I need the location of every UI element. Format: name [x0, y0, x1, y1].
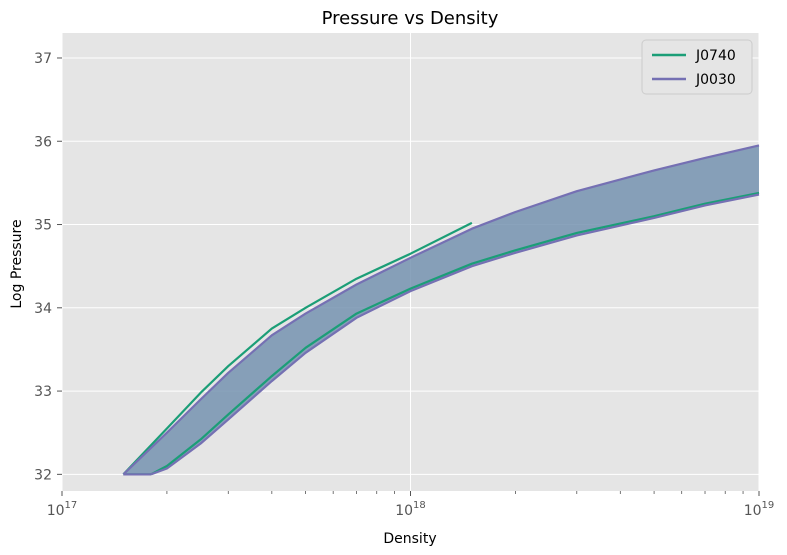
y-tick-label: 36	[34, 134, 52, 150]
x-axis-label: Density	[383, 531, 436, 547]
y-tick-label: 32	[34, 467, 52, 483]
y-tick-label: 35	[34, 218, 52, 234]
x-ticks: 1017 1018 1019	[47, 491, 775, 519]
y-ticks: 32 33 34 35 36 37	[34, 51, 62, 483]
legend-box	[641, 39, 753, 95]
grid	[61, 33, 760, 491]
y-tick-label: 34	[34, 301, 52, 317]
x-tick-label: 1019	[744, 500, 775, 519]
series-lines	[122, 144, 760, 476]
series-line-j0740-lower	[150, 191, 760, 476]
legend: J0740 J0030	[641, 39, 753, 95]
y-tick-label: 37	[34, 51, 52, 67]
series-line-j0030-lower	[150, 193, 760, 476]
legend-label-j0740: J0740	[695, 48, 736, 64]
series-line-j0030-upper	[122, 144, 760, 476]
x-tick-label: 1017	[47, 500, 78, 519]
series-line-j0740-upper	[122, 221, 473, 476]
x-tick-label: 1018	[395, 500, 426, 519]
legend-label-j0030: J0030	[695, 72, 736, 88]
chart-title: Pressure vs Density	[322, 8, 499, 29]
y-axis-label: Log Pressure	[9, 219, 25, 308]
y-tick-label: 33	[34, 384, 52, 400]
